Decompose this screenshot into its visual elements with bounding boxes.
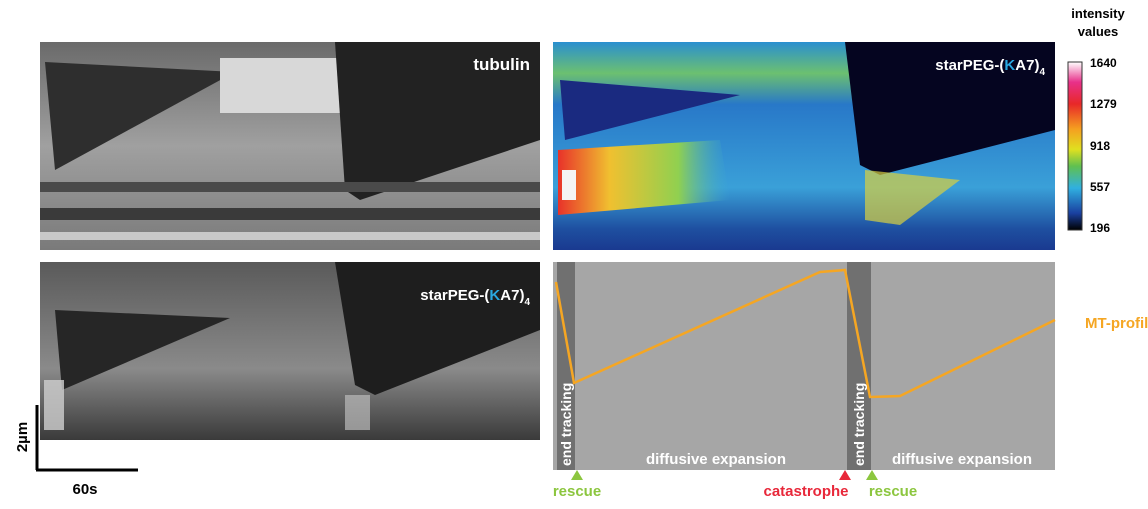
figure: tubulin starPEG-(KA7)4 starPEG-(KA7)4 in… — [0, 0, 1148, 504]
scale-label: 2µm — [14, 422, 31, 452]
phase-label: end tracking — [851, 383, 867, 466]
label-part: starPEG-( — [935, 57, 1004, 74]
colorbar-tick: 196 — [1090, 221, 1110, 235]
colorbar-tick: 918 — [1090, 139, 1110, 153]
tubulin-kymograph: tubulin — [40, 42, 540, 250]
colorbar-tick: 1279 — [1090, 97, 1117, 111]
panel-label: tubulin — [473, 55, 530, 74]
shape — [562, 170, 576, 200]
intensity-heatmap: starPEG-(KA7)4 — [553, 42, 1055, 250]
phase-label: diffusive expansion — [892, 451, 1032, 468]
starpeg-kymograph: starPEG-(KA7)4 — [40, 262, 540, 440]
shape — [345, 395, 370, 430]
phase-label: end tracking — [558, 383, 574, 466]
schematic: end tracking diffusive expansion end tra… — [553, 262, 1148, 500]
event-label: catastrophe — [763, 483, 848, 500]
colorbar-tick: 557 — [1090, 180, 1110, 194]
colorbar-tick: 1640 — [1090, 56, 1117, 70]
line-label: MT-profile — [1085, 315, 1148, 332]
phase-label: diffusive expansion — [646, 451, 786, 468]
label-part: A7) — [1015, 57, 1039, 74]
colorbar-title: intensity — [1071, 6, 1125, 21]
colorbar-title: values — [1078, 24, 1118, 39]
shape — [40, 208, 540, 220]
shape — [866, 470, 878, 480]
event-label: rescue — [553, 483, 601, 500]
label-part: 4 — [524, 297, 530, 308]
event-label: rescue — [869, 483, 917, 500]
shape — [839, 470, 851, 480]
label-part: K — [489, 287, 500, 304]
shape — [220, 58, 340, 113]
shape — [553, 262, 1055, 470]
label-part: 4 — [1039, 67, 1045, 78]
label-part: starPEG-( — [420, 287, 489, 304]
shape — [571, 470, 583, 480]
colorbar: intensity values 1640 1279 918 557 196 — [1068, 6, 1125, 235]
shape — [1068, 62, 1082, 230]
shape — [44, 380, 64, 430]
scale-label: 60s — [72, 481, 97, 498]
label-part: K — [1004, 57, 1015, 74]
shape — [40, 182, 540, 192]
shape — [40, 232, 540, 240]
label-part: A7) — [500, 287, 524, 304]
